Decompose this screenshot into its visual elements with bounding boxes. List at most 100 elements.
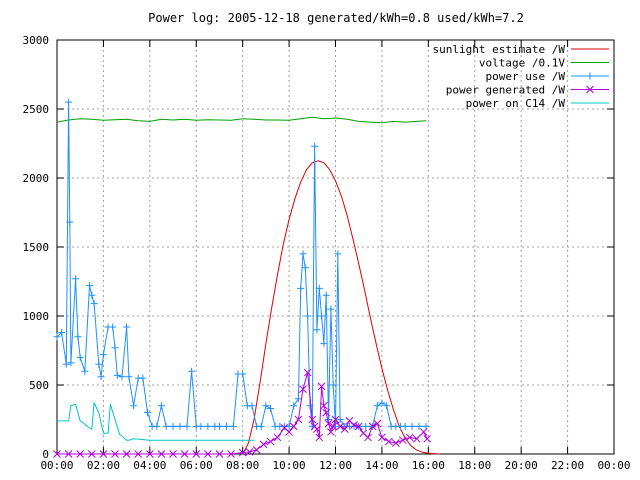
x-tick-label: 06:00 (180, 459, 213, 472)
data-point (412, 434, 421, 443)
x-tick-label: 00:00 (597, 459, 630, 472)
data-point (134, 450, 143, 458)
data-point (67, 359, 75, 367)
data-point (262, 402, 270, 410)
data-point (145, 450, 154, 458)
data-point (99, 450, 108, 458)
x-tick-label: 02:00 (87, 459, 120, 472)
data-point (294, 415, 303, 424)
data-point (322, 291, 330, 299)
data-point (64, 450, 73, 458)
data-point (97, 373, 105, 381)
data-point (315, 284, 323, 292)
series-line (57, 401, 255, 441)
data-point (378, 433, 386, 442)
x-tick-label: 12:00 (319, 459, 352, 472)
series-layer (53, 98, 440, 458)
data-point (329, 422, 338, 431)
data-point (423, 434, 432, 443)
y-tick-label: 1500 (23, 241, 50, 254)
data-point (252, 446, 261, 454)
y-tick-label: 2500 (23, 103, 50, 116)
data-point (76, 450, 85, 458)
data-point (72, 275, 80, 283)
data-point (297, 284, 305, 292)
axes: 0 500 1000 1500 2000 2500 3000 00:00 02:00 04:00 0… (23, 34, 631, 472)
data-point (118, 373, 126, 381)
grid (57, 40, 614, 454)
y-tick-label: 0 (42, 448, 49, 461)
data-point (401, 422, 409, 430)
data-point (385, 437, 393, 446)
data-point (245, 448, 254, 456)
data-point (85, 282, 93, 290)
legend-label: voltage /0.1V (479, 57, 565, 70)
data-point (336, 422, 344, 431)
data-point (290, 402, 298, 410)
data-point (419, 428, 428, 436)
data-point (111, 450, 119, 458)
data-point (239, 370, 247, 378)
data-point (81, 367, 89, 375)
data-point (373, 419, 382, 428)
x-tick-label: 22:00 (551, 459, 584, 472)
data-point (139, 374, 147, 382)
data-point (311, 142, 319, 150)
data-point (422, 422, 430, 430)
legend-label: power use /W (486, 70, 566, 83)
series-4 (57, 401, 255, 441)
data-point (87, 450, 96, 458)
data-point (362, 422, 370, 430)
data-point (188, 367, 196, 375)
data-point (415, 422, 423, 430)
x-tick-label: 18:00 (458, 459, 491, 472)
data-point (74, 333, 82, 341)
data-point (313, 326, 321, 334)
data-point (259, 440, 268, 449)
data-point (169, 422, 177, 430)
data-point (169, 450, 177, 458)
y-tick-label: 1000 (23, 310, 50, 323)
data-point (123, 323, 131, 331)
data-point (304, 312, 312, 320)
data-point (62, 360, 70, 368)
data-point (157, 402, 165, 410)
data-point (289, 422, 298, 431)
legend-label: power generated /W (446, 84, 566, 97)
plot-frame (56, 39, 615, 455)
data-point (53, 333, 61, 341)
data-point (329, 381, 337, 389)
data-point (157, 450, 166, 458)
data-point (144, 409, 152, 417)
data-point (308, 415, 317, 424)
data-point (58, 329, 66, 337)
x-tick-label: 08:00 (226, 459, 259, 472)
data-point (111, 344, 119, 352)
data-point (398, 436, 407, 445)
data-point (222, 422, 230, 430)
x-tick-label: 04:00 (133, 459, 166, 472)
data-point (113, 371, 121, 379)
data-point (368, 422, 377, 431)
legend-marker (586, 85, 594, 94)
data-point (373, 402, 381, 410)
data-point (320, 401, 328, 410)
data-point (285, 422, 293, 430)
data-point (183, 422, 191, 430)
data-point (322, 408, 331, 417)
x-tick-label: 10:00 (273, 459, 306, 472)
data-point (299, 385, 307, 393)
data-point (391, 439, 400, 447)
data-point (350, 421, 358, 429)
data-point (88, 291, 96, 299)
x-tick-label: 20:00 (505, 459, 538, 472)
data-point (383, 402, 391, 410)
data-point (204, 422, 212, 430)
data-point (267, 404, 275, 412)
data-point (99, 351, 107, 359)
data-point (125, 373, 133, 381)
data-point (313, 425, 321, 434)
